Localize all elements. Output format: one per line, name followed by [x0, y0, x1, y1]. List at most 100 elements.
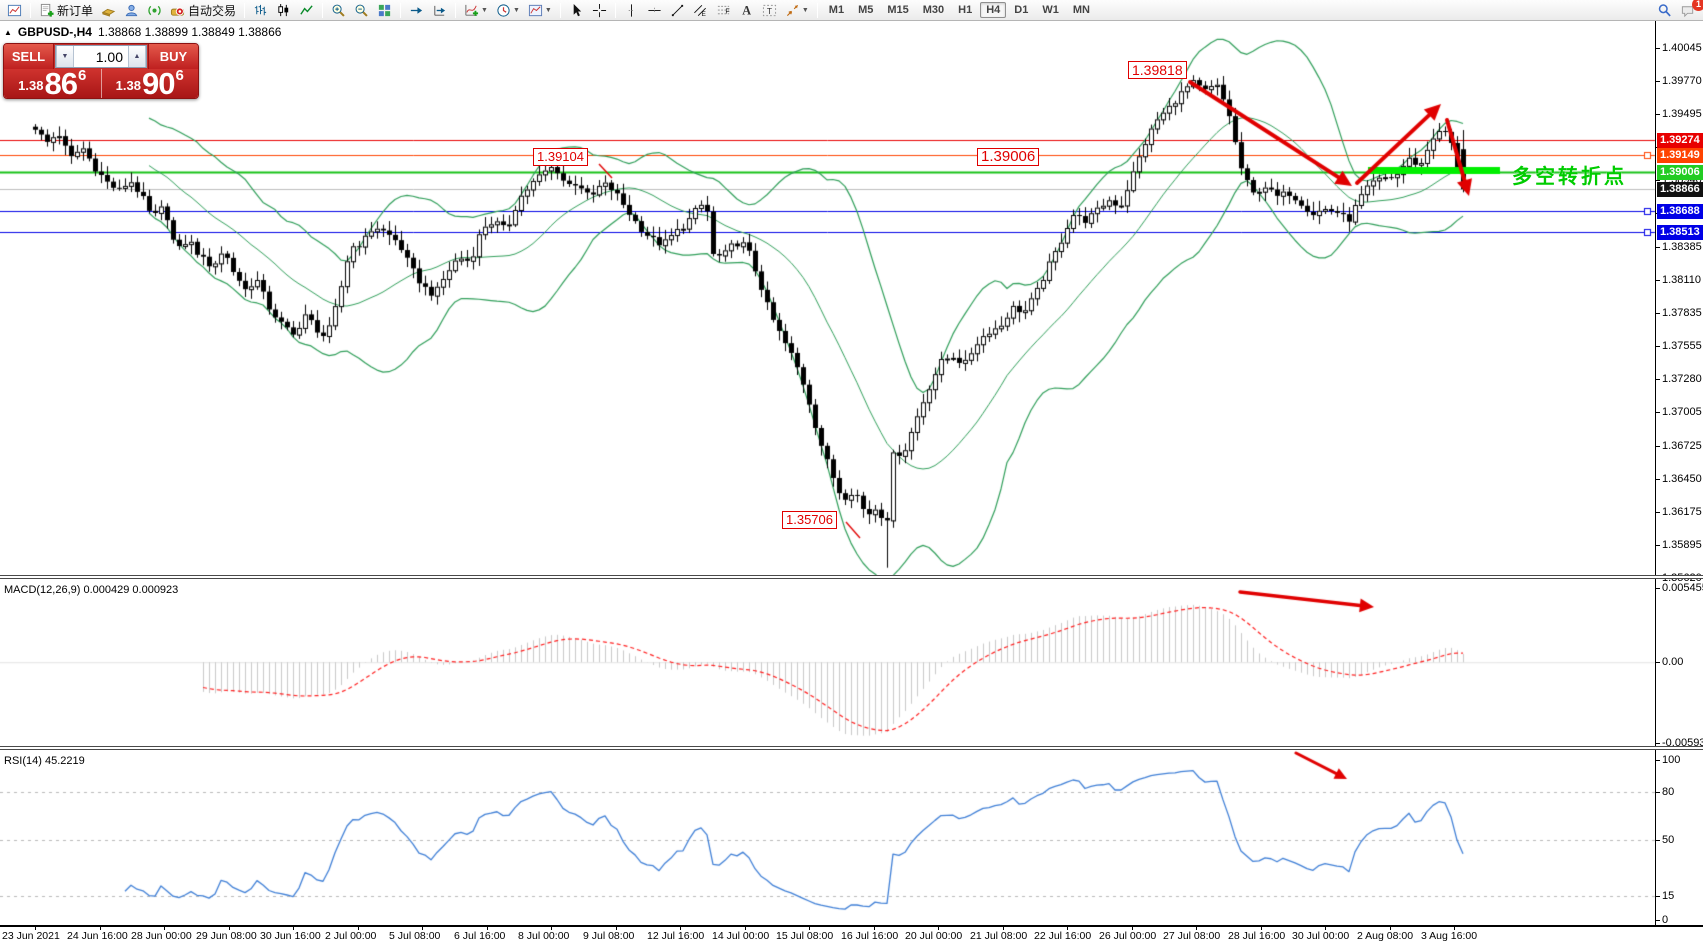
toolbar-button-vertical-line-tool[interactable] — [620, 1, 643, 19]
toolbar-button-navigator[interactable] — [143, 1, 166, 19]
toolbar-button-line-chart-mode[interactable] — [295, 1, 318, 19]
axis-tick: 1.37005 — [1656, 405, 1702, 419]
toolbar-button-arrows-tool[interactable]: ▼ — [781, 1, 813, 19]
equidistant-channel-tool-icon: E — [693, 3, 708, 18]
toolbar-right-group: 1 — [1653, 0, 1703, 19]
timeframe-button-d1[interactable]: D1 — [1008, 2, 1034, 18]
toolbar-button-indicators[interactable]: ▼ — [460, 1, 492, 19]
toolbar-button-tile-windows[interactable] — [373, 1, 396, 19]
buy-price[interactable]: 1.38 90 6 — [100, 67, 199, 98]
chevron-down-icon: ▼ — [544, 6, 552, 14]
time-axis-label: 29 Jun 08:00 — [196, 930, 257, 942]
toolbar-button-text-tool[interactable]: A — [735, 1, 758, 19]
toolbar-separator — [30, 2, 31, 18]
toolbar-button-cursor-tool[interactable] — [565, 1, 588, 19]
chart-shift-icon — [432, 3, 447, 18]
notifications-button[interactable]: 1 — [1676, 0, 1703, 19]
timeframe-button-h4[interactable]: H4 — [980, 2, 1007, 18]
buy-price-pip: 6 — [175, 67, 184, 84]
toolbar-separator — [559, 2, 561, 18]
price-level-badge: 1.39006 — [1657, 165, 1703, 180]
toolbar-button-auto-trading[interactable]: 自动交易 — [166, 1, 240, 19]
periods-icon — [496, 3, 511, 18]
bar-chart-mode-icon — [253, 3, 268, 18]
price-level-badge: 1.39149 — [1657, 148, 1703, 163]
price-axis[interactable]: 1.400451.397701.394951.392201.389401.386… — [1655, 21, 1703, 927]
search-icon — [1657, 3, 1672, 18]
arrows-tool-icon — [785, 3, 800, 18]
toolbar-button-fibonacci-tool[interactable]: F — [712, 1, 735, 19]
search-button[interactable] — [1653, 1, 1676, 19]
toolbar-button-data-window[interactable] — [120, 1, 143, 19]
timeframe-button-m1[interactable]: M1 — [823, 2, 850, 18]
toolbar-button-chart-shift[interactable] — [428, 1, 451, 19]
collapse-triangle-icon[interactable]: ▲ — [4, 27, 12, 37]
svg-text:A: A — [742, 3, 751, 17]
toolbar-button-crosshair-tool[interactable] — [588, 1, 611, 19]
panel-separator-macd[interactable] — [0, 575, 1703, 579]
time-axis-label: 2 Aug 08:00 — [1357, 930, 1414, 942]
sell-price[interactable]: 1.38 86 6 — [4, 67, 101, 98]
time-axis-label: 14 Jul 00:00 — [712, 930, 770, 942]
toolbar-separator — [400, 2, 402, 18]
price-annotation-label-mid-high[interactable]: 1.39104 — [533, 148, 588, 166]
time-axis-label: 23 Jun 2021 — [2, 930, 60, 942]
toolbar-button-market-watch[interactable] — [97, 1, 120, 19]
toolbar-button-templates[interactable]: ▼ — [524, 1, 556, 19]
toolbar-button-equidistant-channel-tool[interactable]: E — [689, 1, 712, 19]
panel-separator-rsi[interactable] — [0, 746, 1703, 750]
time-axis-label: 12 Jul 16:00 — [647, 930, 705, 942]
timeframe-button-h1[interactable]: H1 — [952, 2, 978, 18]
time-axis-label: 24 Jun 16:00 — [67, 930, 128, 942]
time-axis-tick — [1454, 927, 1455, 930]
toolbar-separator — [614, 2, 616, 18]
volume-decrease-button[interactable]: ▼ — [56, 46, 74, 67]
time-axis-tick — [809, 927, 810, 930]
trendline-tool-icon — [670, 3, 685, 18]
fibonacci-tool-icon: F — [716, 3, 731, 18]
timeframe-button-m5[interactable]: M5 — [852, 2, 879, 18]
rsi-label: RSI(14) 45.2219 — [4, 755, 85, 767]
zoom-out-icon — [354, 3, 369, 18]
turning-point-annotation-text[interactable]: 多空转折点 — [1512, 166, 1627, 188]
time-axis[interactable]: 23 Jun 2021 24 Jun 16:00 28 Jun 00:00 29 Ju… — [0, 925, 1703, 944]
price-annotation-label-swing-high[interactable]: 1.39818 — [1128, 61, 1187, 79]
axis-tick: 0 — [1656, 913, 1668, 927]
toolbar-separator — [816, 2, 818, 18]
notification-badge: 1 — [1692, 0, 1703, 11]
vertical-line-tool-icon — [624, 3, 639, 18]
volume-input[interactable] — [74, 46, 128, 67]
sell-button[interactable]: SELL — [4, 44, 54, 69]
time-axis-label: 26 Jul 00:00 — [1099, 930, 1157, 942]
toolbar-button-new-chart[interactable] — [3, 1, 26, 19]
horizontal-line-tool-icon — [647, 3, 662, 18]
toolbar-button-text-label-tool[interactable]: T — [758, 1, 781, 19]
toolbar-button-candlestick-chart-mode[interactable] — [272, 1, 295, 19]
price-annotation-label-level[interactable]: 1.39006 — [977, 148, 1040, 166]
toolbar-button-periods[interactable]: ▼ — [492, 1, 524, 19]
toolbar-button-zoom-in[interactable] — [327, 1, 350, 19]
chevron-down-icon: ▼ — [801, 6, 809, 14]
chevron-down-icon: ▼ — [481, 6, 488, 14]
toolbar-button-auto-scroll[interactable] — [405, 1, 428, 19]
volume-increase-button[interactable]: ▲ — [128, 46, 146, 67]
timeframe-button-w1[interactable]: W1 — [1036, 2, 1065, 18]
time-axis-tick — [100, 927, 101, 930]
new-order-label: 新订单 — [57, 3, 94, 18]
toolbar-button-zoom-out[interactable] — [350, 1, 373, 19]
time-axis-tick — [1132, 927, 1133, 930]
time-axis-tick — [164, 927, 165, 930]
timeframe-button-m15[interactable]: M15 — [881, 2, 914, 18]
timeframe-button-mn[interactable]: MN — [1067, 2, 1096, 18]
buy-button[interactable]: BUY — [148, 44, 198, 69]
timeframe-button-m30[interactable]: M30 — [917, 2, 950, 18]
toolbar-button-horizontal-line-tool[interactable] — [643, 1, 666, 19]
new-chart-icon — [7, 3, 22, 18]
toolbar-button-trendline-tool[interactable] — [666, 1, 689, 19]
auto-scroll-icon — [409, 3, 424, 18]
price-annotation-label-swing-low[interactable]: 1.35706 — [782, 511, 837, 529]
toolbar-button-new-order[interactable]: 新订单 — [35, 1, 97, 19]
toolbar-button-bar-chart-mode[interactable] — [249, 1, 272, 19]
time-axis-label: 30 Jul 00:00 — [1292, 930, 1350, 942]
